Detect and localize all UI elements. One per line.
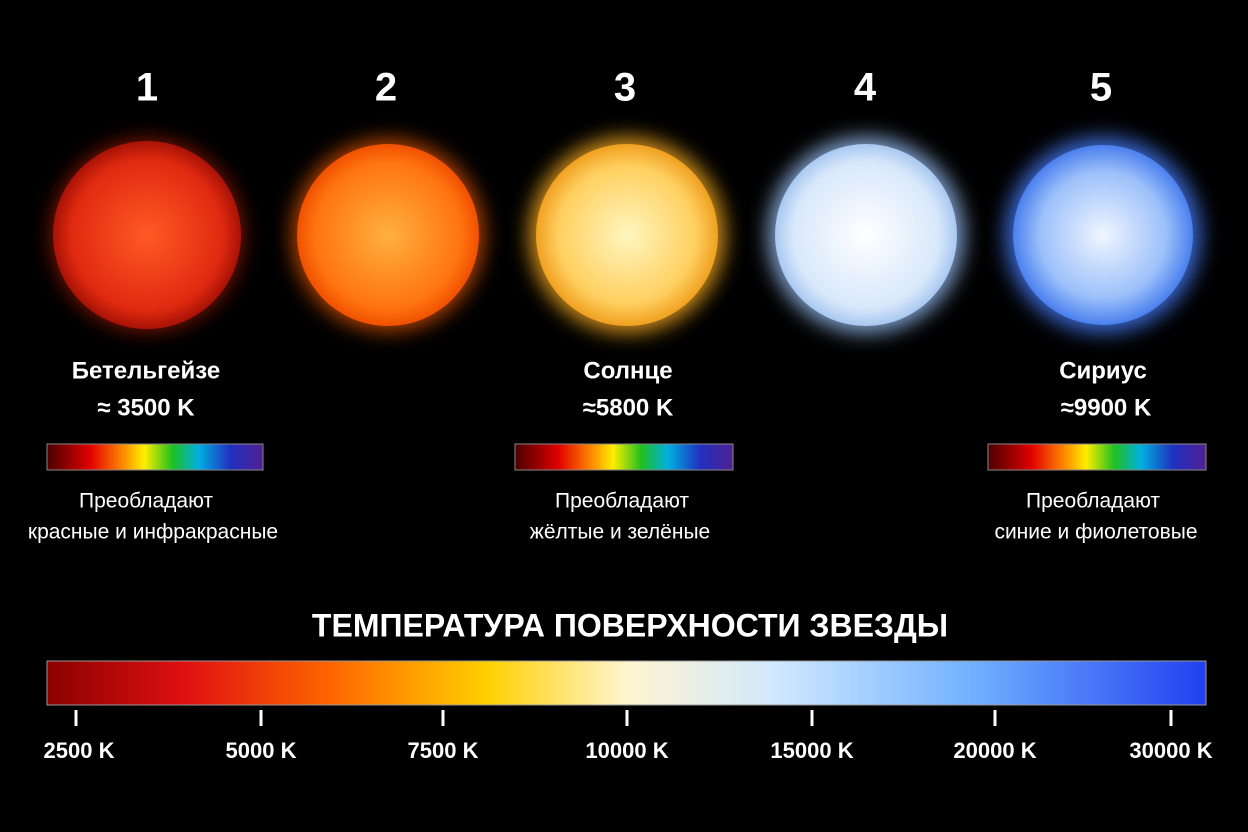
- star: [536, 144, 718, 326]
- star-number: 3: [614, 66, 636, 110]
- description: Преобладают: [1026, 490, 1160, 513]
- star: [775, 144, 957, 326]
- tick-label: 10000 K: [585, 738, 668, 763]
- star-number: 4: [854, 66, 877, 110]
- temperature-bar: [46, 660, 1207, 706]
- star: [297, 144, 479, 326]
- star-temperature: ≈ 3500 K: [97, 394, 195, 421]
- description: жёлтые и зелёные: [530, 521, 710, 544]
- description: синие и фиолетовые: [994, 521, 1197, 544]
- spectrum-bar: [987, 443, 1207, 471]
- scale-title: ТЕМПЕРАТУРА ПОВЕРХНОСТИ ЗВЕЗДЫ: [312, 607, 948, 643]
- star-temperature: ≈5800 K: [583, 394, 674, 421]
- spectrum-bar: [46, 443, 264, 471]
- star-name: Бетельгейзе: [72, 357, 220, 384]
- star: [53, 141, 241, 329]
- spectrum-bar: [514, 443, 734, 471]
- star-number: 2: [375, 66, 397, 110]
- tick-label: 5000 K: [226, 738, 297, 763]
- star-number: 5: [1090, 66, 1112, 110]
- tick-label: 7500 K: [408, 738, 479, 763]
- description: Преобладают: [79, 490, 213, 513]
- star-name: Солнце: [583, 357, 672, 384]
- tick-label: 15000 K: [770, 738, 853, 763]
- scale-ticks: 2500 K 5000 K 7500 K 10000 K 15000 K 20000 K 3…: [44, 710, 1213, 763]
- star-temperature: ≈9900 K: [1061, 394, 1152, 421]
- star-name: Сириус: [1059, 357, 1147, 384]
- star: [1013, 145, 1193, 325]
- tick-label: 30000 K: [1129, 738, 1212, 763]
- description: Преобладают: [555, 490, 689, 513]
- description: красные и инфракрасные: [28, 521, 278, 544]
- star-number: 1: [136, 66, 158, 110]
- labels: Бетельгейзе ≈ 3500 K Преобладают красные…: [28, 357, 1207, 544]
- tick-label: 20000 K: [953, 738, 1036, 763]
- tick-label: 2500 K: [44, 738, 115, 763]
